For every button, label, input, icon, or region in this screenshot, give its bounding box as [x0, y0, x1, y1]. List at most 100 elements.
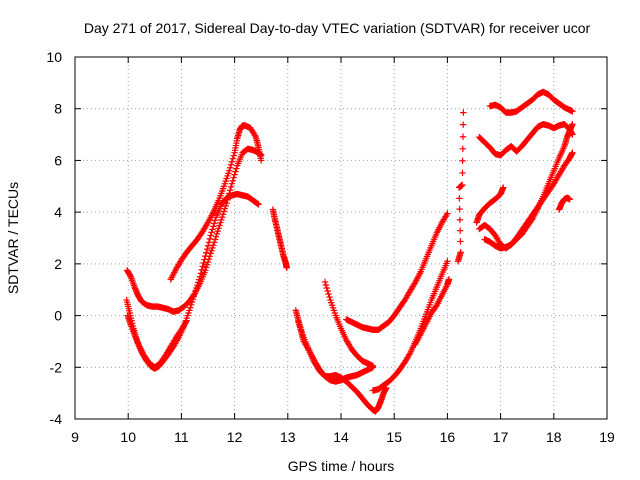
data-point	[207, 250, 214, 257]
data-point	[187, 301, 195, 308]
data-point	[569, 121, 576, 128]
y-tick-label: 8	[54, 101, 62, 117]
data-point	[460, 109, 467, 116]
data-point	[445, 276, 453, 283]
data-point	[199, 263, 206, 270]
x-axis-label: GPS time / hours	[288, 458, 395, 474]
chart-title: Day 271 of 2017, Sidereal Day-to-day VTE…	[84, 20, 591, 36]
data-point	[183, 317, 190, 324]
data-point	[325, 290, 332, 298]
data-point	[459, 133, 467, 140]
data-point	[569, 108, 576, 115]
axis-tick-labels: 9 10 11 12 13 14 15 16 17 18 19 -4 -2 0 2 4 6 8 10	[46, 49, 615, 445]
data-point	[192, 287, 199, 294]
data-point	[197, 270, 205, 277]
data-point	[222, 202, 229, 210]
data-point	[457, 249, 464, 256]
y-tick-label: 6	[54, 152, 62, 168]
data-point	[258, 157, 265, 164]
data-point	[228, 180, 236, 187]
data-point	[459, 145, 467, 152]
series-track-c	[124, 312, 190, 371]
y-tick-label: 2	[54, 256, 62, 272]
x-tick-label: 11	[174, 429, 189, 445]
data-marks	[123, 88, 576, 415]
data-point	[255, 201, 262, 208]
data-point	[323, 284, 331, 292]
data-point	[203, 261, 211, 268]
data-point	[456, 216, 464, 224]
x-tick-label: 16	[440, 429, 456, 445]
data-point	[459, 181, 466, 189]
data-point	[444, 258, 451, 265]
data-point	[207, 232, 214, 239]
series-track-r	[555, 194, 573, 213]
data-point	[231, 171, 238, 178]
data-point	[233, 165, 240, 172]
data-point	[326, 293, 333, 301]
series-track-e	[269, 206, 290, 271]
data-point	[500, 184, 507, 191]
data-point	[322, 281, 330, 289]
x-tick-label: 17	[493, 429, 509, 445]
x-tick-label: 13	[280, 429, 296, 445]
data-point	[201, 256, 208, 263]
data-point	[210, 223, 217, 230]
data-point	[459, 157, 466, 165]
series-track-i	[343, 210, 451, 333]
data-point	[218, 216, 225, 224]
data-point	[204, 242, 212, 249]
data-point	[227, 161, 235, 168]
series-track-p	[481, 149, 576, 252]
data-point	[220, 208, 228, 215]
data-point	[212, 233, 220, 240]
data-point	[213, 230, 221, 238]
data-point	[200, 259, 207, 267]
data-point	[369, 362, 377, 370]
data-point	[251, 132, 259, 139]
y-tick-label: 10	[46, 49, 62, 65]
y-tick-label: 0	[54, 308, 62, 324]
data-point	[211, 217, 219, 224]
data-point	[443, 211, 450, 219]
data-point	[459, 121, 467, 128]
data-point	[229, 155, 237, 162]
data-point	[569, 131, 576, 138]
data-point	[406, 351, 413, 358]
series-track-q	[486, 88, 576, 116]
x-tick-label: 19	[599, 429, 615, 445]
data-point	[205, 239, 213, 246]
data-point	[456, 205, 463, 213]
data-point	[226, 164, 234, 171]
series-track-b	[123, 190, 262, 372]
data-point	[206, 235, 213, 243]
data-point	[209, 226, 216, 233]
x-tick-label: 9	[71, 429, 79, 445]
data-point	[215, 225, 222, 232]
y-tick-label: 4	[54, 204, 62, 220]
series-track-m	[473, 184, 507, 226]
data-point	[202, 252, 209, 260]
x-tick-label: 10	[120, 429, 136, 445]
data-point	[214, 227, 221, 235]
data-point	[187, 304, 194, 311]
data-point	[203, 264, 210, 271]
data-point	[283, 264, 290, 271]
x-tick-label: 15	[386, 429, 402, 445]
data-point	[196, 273, 204, 280]
grid	[75, 57, 607, 419]
series-track-h	[321, 278, 377, 370]
data-point	[232, 168, 239, 175]
data-point	[195, 276, 203, 283]
data-point	[324, 287, 331, 295]
data-point	[219, 211, 227, 218]
series-track-a	[123, 145, 265, 315]
data-point	[459, 169, 466, 177]
series-track-l	[454, 109, 467, 265]
data-point	[226, 167, 233, 174]
data-point	[209, 244, 216, 252]
data-point	[203, 249, 210, 256]
data-point	[216, 222, 223, 229]
data-point	[190, 293, 198, 300]
